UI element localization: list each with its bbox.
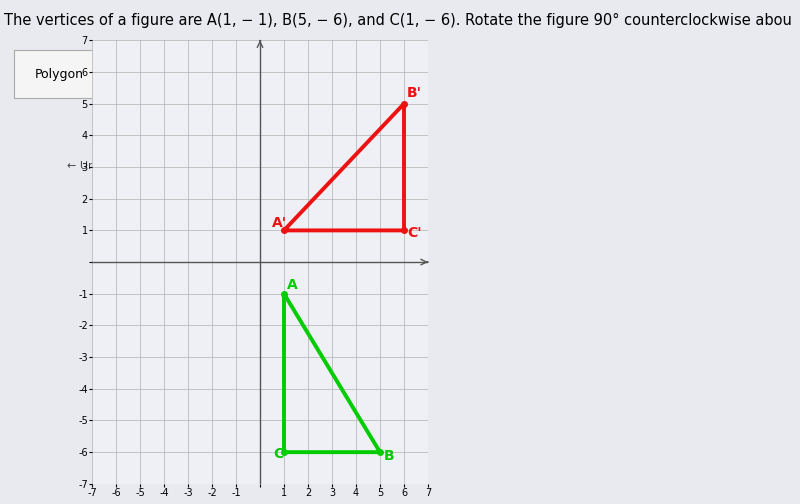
Text: ← Undo: ← Undo [67, 161, 109, 171]
Text: A': A' [272, 216, 287, 230]
Text: C: C [273, 448, 283, 462]
Text: The vertices of a figure are A(1, − 1), B(5, − 6), and C(1, − 6). Rotate the fig: The vertices of a figure are A(1, − 1), … [4, 13, 792, 28]
Text: A: A [287, 278, 298, 292]
Text: → Redo: → Redo [167, 161, 208, 171]
Text: B: B [384, 449, 394, 463]
Text: B': B' [406, 86, 422, 100]
Text: C': C' [408, 226, 422, 240]
Text: Polygon: Polygon [35, 68, 84, 81]
Text: × Reset: × Reset [251, 161, 295, 171]
